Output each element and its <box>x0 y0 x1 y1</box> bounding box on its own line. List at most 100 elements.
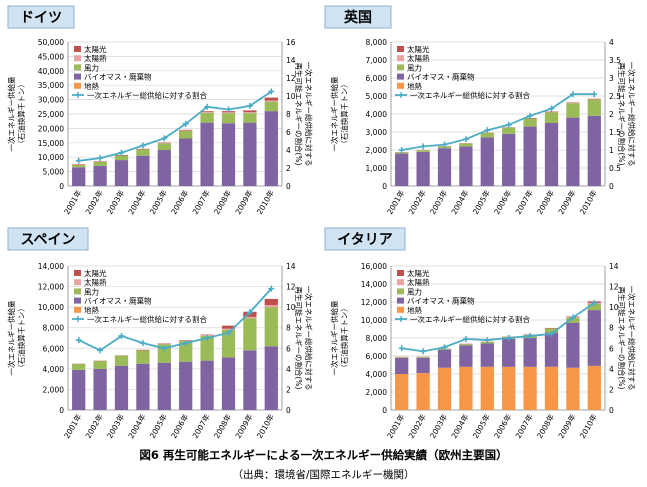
bar-wind <box>502 127 516 134</box>
bar-biomass <box>221 357 236 410</box>
x-tick-label: 2007年 <box>190 188 212 216</box>
bar-wind <box>587 99 601 116</box>
x-tick-label: 2002年 <box>406 412 428 440</box>
bar-solar_thermal <box>243 316 257 319</box>
bar-geothermal <box>416 373 430 410</box>
bar-wind <box>587 303 601 311</box>
bar-biomass <box>243 350 257 410</box>
y2-tick-label: 14 <box>286 56 296 65</box>
bar-wind <box>157 344 171 363</box>
y-tick-label: 5,000 <box>366 92 388 101</box>
bar-wind <box>523 118 537 127</box>
bar-biomass <box>566 117 580 186</box>
x-tick-label: 2008年 <box>211 188 233 216</box>
bar-biomass <box>523 338 537 367</box>
y-tick-label: 7,000 <box>366 56 388 65</box>
bar-solar_thermal <box>93 360 107 361</box>
y2-axis-title: 一次エネルギー総供給に対する再生可能エネルギーの割合(%) <box>294 286 314 391</box>
y-tick-label: 2,000 <box>366 388 388 397</box>
bar-biomass <box>136 155 150 186</box>
y-tick-label: 10,000 <box>361 316 387 325</box>
legend-label: 太陽光 <box>84 268 107 278</box>
legend-swatch-solar_thermal <box>397 279 404 286</box>
bar-geothermal <box>437 367 452 410</box>
x-tick-label: 2001年 <box>384 188 406 216</box>
y-tick-label: 4,000 <box>366 110 388 119</box>
bar-wind <box>221 113 236 124</box>
legend-label: 太陽光 <box>407 268 430 278</box>
legend-swatch-wind <box>74 64 81 71</box>
figure-source: （出典：環境省/国際エネルギー機関） <box>232 469 415 481</box>
legend-swatch-geothermal <box>397 306 404 313</box>
y-tick-label: 35,000 <box>38 81 64 90</box>
bar-solar <box>157 343 171 345</box>
x-tick-label: 2005年 <box>147 188 169 216</box>
bar-biomass <box>437 349 452 368</box>
x-tick-label: 2007年 <box>513 188 535 216</box>
legend-swatch-biomass <box>74 73 81 80</box>
bar-solar_thermal <box>264 100 278 102</box>
bar-solar_thermal <box>416 356 430 358</box>
legend-swatch-solar <box>74 46 81 52</box>
bar-wind <box>544 112 559 123</box>
legend-label: 風力 <box>84 286 99 296</box>
legend-swatch-wind <box>397 288 404 295</box>
y2-tick-label: 10 <box>286 303 296 312</box>
bar-solar <box>179 129 193 131</box>
x-tick-label: 2008年 <box>534 188 556 216</box>
bar-wind <box>200 112 214 123</box>
y-tick-label: 2,000 <box>43 385 65 394</box>
y2-tick-label: 0.5 <box>609 164 621 173</box>
bar-geothermal <box>502 366 516 410</box>
bar-wind <box>480 132 494 138</box>
panel-title-box <box>324 5 392 29</box>
bar-biomass <box>502 338 516 367</box>
x-tick-label: 2006年 <box>491 188 513 216</box>
y-tick-label: 4,000 <box>366 370 388 379</box>
x-tick-label: 2006年 <box>168 412 190 440</box>
bar-biomass <box>523 126 537 186</box>
x-tick-label: 2001年 <box>384 412 406 440</box>
bar-wind <box>114 355 129 366</box>
legend-label: 風力 <box>407 62 422 72</box>
x-tick-label: 2004年 <box>126 188 148 216</box>
x-tick-label: 2001年 <box>61 412 83 440</box>
bar-wind <box>264 307 278 347</box>
bar-biomass <box>221 123 236 186</box>
bar-biomass <box>114 160 129 186</box>
y2-tick-label: 6 <box>286 128 291 137</box>
x-tick-label: 2003年 <box>104 412 126 440</box>
x-tick-label: 2007年 <box>190 412 212 440</box>
y-tick-label: 2,000 <box>366 146 388 155</box>
bar-biomass <box>480 343 494 367</box>
legend-label: バイオマス・廃棄物 <box>84 72 152 82</box>
share-line <box>401 302 595 353</box>
legend-swatch-solar <box>397 46 404 52</box>
y-tick-label: 8,000 <box>43 324 65 333</box>
share-line <box>78 90 272 162</box>
y-tick-label: 16,000 <box>361 262 387 271</box>
y2-tick-label: 4 <box>286 146 291 155</box>
bar-biomass <box>114 365 129 410</box>
bar-solar <box>566 102 580 104</box>
legend-label: バイオマス・廃棄物 <box>407 296 475 306</box>
legend-swatch-biomass <box>74 297 81 304</box>
bar-solar_thermal <box>72 363 86 365</box>
legend-label: 地熱 <box>84 305 99 315</box>
bar-biomass <box>93 165 107 186</box>
x-tick-label: 2010年 <box>577 188 599 216</box>
bar-solar <box>264 298 278 306</box>
y2-tick-label: 8 <box>609 324 614 333</box>
x-tick-label: 2005年 <box>147 412 169 440</box>
bar-wind <box>566 103 580 118</box>
chart-figure: ドイツ05,00010,00015,00020,00025,00030,0003… <box>6 5 637 440</box>
x-tick-label: 2010年 <box>254 188 276 216</box>
legend-label: 風力 <box>84 62 99 72</box>
y2-tick-label: 2 <box>609 385 614 394</box>
legend-label: バイオマス・廃棄物 <box>407 72 475 82</box>
x-tick-label: 2008年 <box>534 412 556 440</box>
bar-wind <box>93 360 107 369</box>
bar-solar_thermal <box>221 112 236 114</box>
bar-biomass <box>179 361 193 410</box>
panel-title-box <box>7 227 89 251</box>
